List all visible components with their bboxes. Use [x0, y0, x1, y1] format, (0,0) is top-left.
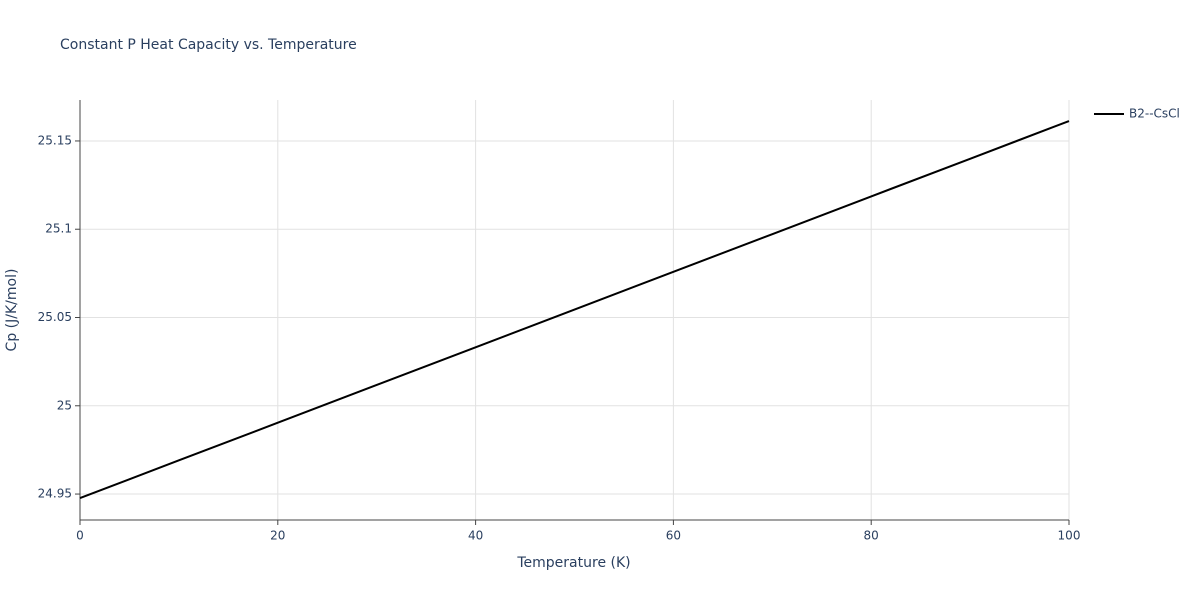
y-tick-label: 25: [57, 398, 72, 412]
x-tick-label: 40: [468, 529, 483, 543]
y-axis-title: Cp (J/K/mol): [4, 269, 20, 352]
x-tick-label: 100: [1058, 529, 1081, 543]
y-tick-label: 24.95: [38, 487, 72, 501]
y-tick-label: 25.15: [38, 133, 72, 147]
chart-title: Constant P Heat Capacity vs. Temperature: [60, 37, 357, 53]
y-tick-label: 25.1: [45, 222, 72, 236]
legend-label: B2--CsCl: [1129, 107, 1180, 121]
data-line: [79, 120, 1070, 500]
x-tick-label: 20: [270, 529, 285, 543]
x-tick-label: 80: [864, 529, 879, 543]
y-tick-label: 25.05: [38, 310, 72, 324]
x-tick-label: 60: [666, 529, 681, 543]
x-axis-title: Temperature (K): [516, 555, 630, 571]
x-tick-label: 0: [76, 529, 84, 543]
